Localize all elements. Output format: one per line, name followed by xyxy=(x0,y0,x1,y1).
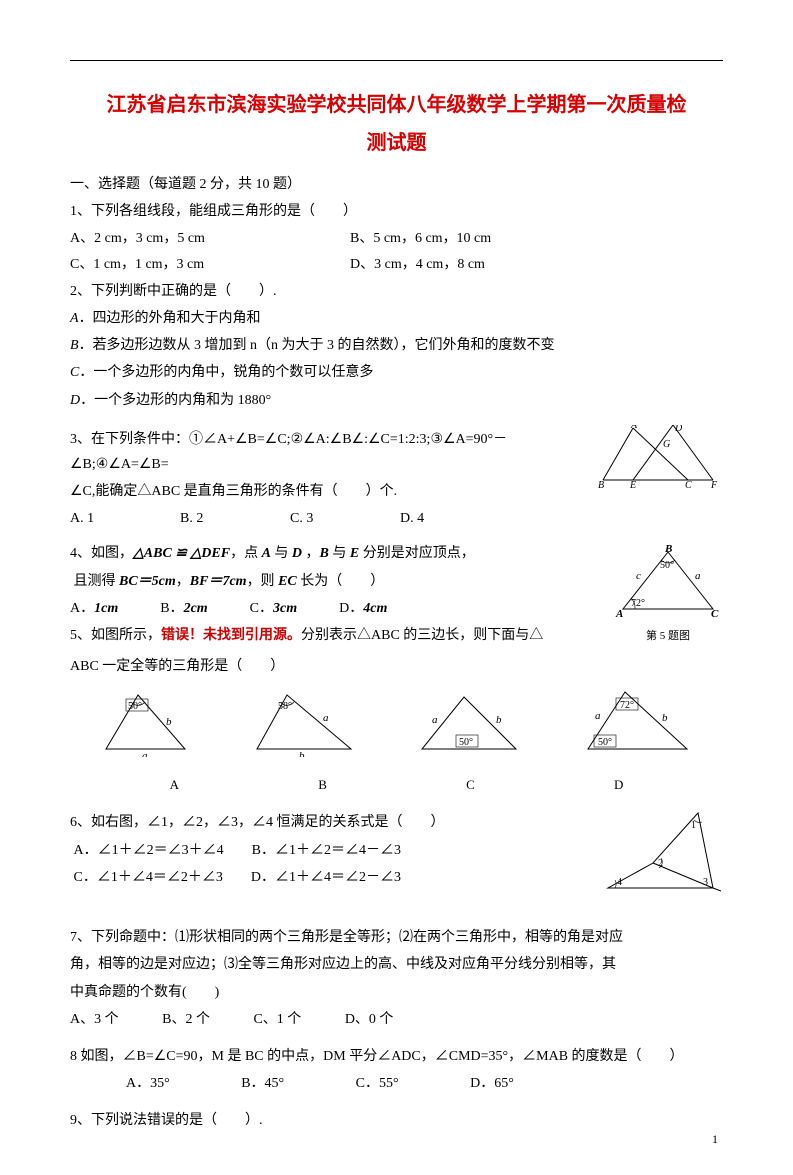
svg-text:C: C xyxy=(711,608,719,619)
q7-stem2: 角，相等的边是对应边；⑶全等三角形对应边上的高、中线及对应角平分线分别相等，其 xyxy=(70,952,723,977)
title-line2: 测试题 xyxy=(367,132,427,154)
error-reference: 错误！未找到引用源。 xyxy=(161,628,301,643)
q5-optB-fig: 58° a b xyxy=(249,687,359,765)
q7-options: A、3 个 B、2 个 C、1 个 D、0 个 xyxy=(70,1007,723,1032)
q3-B: B. 2 xyxy=(180,506,290,531)
q4-triangle-svg: A D G B E C F xyxy=(598,425,723,490)
q5-figure: B A C c a 50° 72° 第 5 题图 xyxy=(613,544,723,647)
svg-text:4: 4 xyxy=(617,877,622,888)
svg-text:b: b xyxy=(496,714,502,726)
q2-D: D．一个多边形的内角和为 1880° xyxy=(70,388,723,413)
q5-label-B: B xyxy=(318,773,327,796)
svg-text:F: F xyxy=(710,480,718,490)
svg-text:72°: 72° xyxy=(620,700,634,711)
svg-text:a: a xyxy=(595,710,601,722)
q8-D: D．65° xyxy=(442,1071,514,1096)
svg-text:a: a xyxy=(323,712,329,724)
svg-text:58°: 58° xyxy=(278,701,292,712)
svg-text:50°: 50° xyxy=(598,737,612,748)
q7-C: C、1 个 xyxy=(253,1007,301,1032)
q5-label-D: D xyxy=(614,773,623,796)
q2-B: B．若多边形边数从 3 增加到 n（n 为大于 3 的自然数），它们外角和的度数… xyxy=(70,333,723,358)
svg-text:A: A xyxy=(615,608,623,619)
svg-text:C: C xyxy=(685,480,692,490)
svg-text:50°: 50° xyxy=(660,560,674,571)
svg-text:A: A xyxy=(630,425,638,431)
svg-text:G: G xyxy=(663,439,670,450)
q4-figure: A D G B E C F xyxy=(598,425,723,498)
svg-text:b: b xyxy=(166,716,172,728)
svg-text:3: 3 xyxy=(703,877,708,888)
q1-stem: 1、下列各组线段，能组成三角形的是（ ） xyxy=(70,199,723,224)
section1-heading: 一、选择题（每道题 2 分，共 10 题） xyxy=(70,172,723,197)
q3-D: D. 4 xyxy=(400,506,510,531)
q7-stem1: 7、下列命题中：⑴形状相同的两个三角形是全等形；⑵在两个三角形中，相等的角是对应 xyxy=(70,925,723,950)
q5-label-A: A xyxy=(170,773,179,796)
q2-C: C．一个多边形的内角中，锐角的个数可以任意多 xyxy=(70,360,723,385)
q8-options: A．35° B．45° C．55° D．65° xyxy=(70,1071,723,1096)
svg-text:50°: 50° xyxy=(128,701,142,712)
q7-stem3: 中真命题的个数有( ) xyxy=(70,980,723,1005)
q8-A: A．35° xyxy=(98,1071,170,1096)
q5-optA-fig: 50° b a xyxy=(98,687,193,765)
page-number: 1 xyxy=(712,1129,718,1151)
q5-option-figures: 50° b a 58° a b 50° a b 72° 50° a b xyxy=(70,687,723,765)
q8-stem: 8 如图，∠B=∠C=90，M 是 BC 的中点，DM 平分∠ADC，∠CMD=… xyxy=(70,1044,723,1069)
q5-line2: ABC 一定全等的三角形是（ ） xyxy=(70,654,723,679)
q5-caption: 第 5 题图 xyxy=(613,627,723,647)
q1-optD: D、3 cm，4 cm，8 cm xyxy=(350,252,630,277)
top-rule xyxy=(70,60,723,61)
q6-figure: 1 2 3 4 xyxy=(603,808,723,911)
svg-text:72°: 72° xyxy=(631,598,645,609)
q5-option-labels: A B C D xyxy=(100,773,693,796)
svg-text:b: b xyxy=(299,750,305,757)
svg-text:50°: 50° xyxy=(459,737,473,748)
svg-text:D: D xyxy=(674,425,683,434)
svg-text:b: b xyxy=(662,712,668,724)
svg-text:1: 1 xyxy=(691,820,696,831)
q2-stem: 2、下列判断中正确的是（ ）. xyxy=(70,279,723,304)
svg-text:a: a xyxy=(695,570,701,582)
q3-A: A. 1 xyxy=(70,506,180,531)
q5-optD-fig: 72° 50° a b xyxy=(580,687,695,765)
q7-D: D、0 个 xyxy=(345,1007,394,1032)
q7-B: B、2 个 xyxy=(162,1007,210,1032)
q5-optC-fig: 50° a b xyxy=(414,687,524,765)
svg-text:B: B xyxy=(664,544,672,555)
exam-title: 江苏省启东市滨海实验学校共同体八年级数学上学期第一次质量检 测试题 xyxy=(70,86,723,162)
q8-B: B．45° xyxy=(213,1071,284,1096)
svg-text:a: a xyxy=(142,750,148,757)
q3-C: C. 3 xyxy=(290,506,400,531)
q1-options-row1: A、2 cm，3 cm，5 cm B、5 cm，6 cm，10 cm xyxy=(70,226,723,251)
q8-C: C．55° xyxy=(328,1071,399,1096)
q7-A: A、3 个 xyxy=(70,1007,119,1032)
q1-optC: C、1 cm，1 cm，3 cm xyxy=(70,252,350,277)
q9-stem: 9、下列说法错误的是（ ）. xyxy=(70,1108,723,1133)
q1-options-row2: C、1 cm，1 cm，3 cm D、3 cm，4 cm，8 cm xyxy=(70,252,723,277)
q6-svg: 1 2 3 4 xyxy=(603,808,723,903)
q2-A: A．四边形的外角和大于内角和 xyxy=(70,306,723,331)
q1-optA: A、2 cm，3 cm，5 cm xyxy=(70,226,350,251)
svg-text:c: c xyxy=(636,570,641,582)
q5-label-C: C xyxy=(466,773,475,796)
title-line1: 江苏省启东市滨海实验学校共同体八年级数学上学期第一次质量检 xyxy=(107,94,687,116)
q5-triangle-svg: B A C c a 50° 72° xyxy=(613,544,723,619)
q1-optB: B、5 cm，6 cm，10 cm xyxy=(350,226,630,251)
svg-text:B: B xyxy=(598,480,604,490)
svg-text:E: E xyxy=(629,480,636,490)
q3-options: A. 1 B. 2 C. 3 D. 4 xyxy=(70,506,723,531)
svg-text:a: a xyxy=(432,714,438,726)
